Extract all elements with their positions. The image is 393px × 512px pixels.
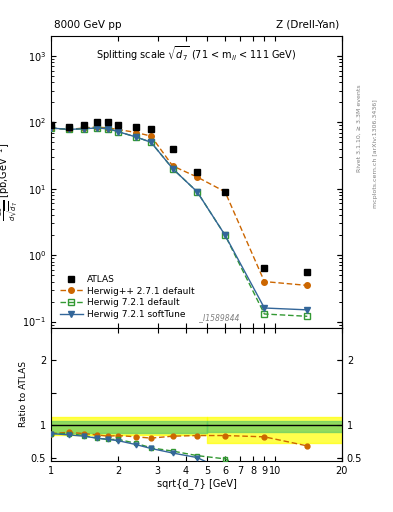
Line: Herwig 7.2.1 default: Herwig 7.2.1 default xyxy=(48,125,310,319)
ATLAS xyxy=(195,168,200,175)
Herwig 7.2.1 default xyxy=(223,232,228,238)
Herwig++ 2.7.1 default xyxy=(81,125,86,131)
Text: mcplots.cern.ch [arXiv:1306.3436]: mcplots.cern.ch [arXiv:1306.3436] xyxy=(373,99,378,208)
Herwig 7.2.1 softTune xyxy=(49,125,53,131)
Herwig 7.2.1 softTune xyxy=(223,232,228,238)
Herwig 7.2.1 default xyxy=(195,188,200,195)
ATLAS xyxy=(149,126,153,133)
ATLAS xyxy=(81,122,86,128)
Herwig 7.2.1 default xyxy=(149,139,153,145)
Herwig 7.2.1 default xyxy=(66,126,71,133)
Text: ATLAS_2017_I1589844: ATLAS_2017_I1589844 xyxy=(153,313,240,322)
ATLAS xyxy=(223,188,228,195)
ATLAS xyxy=(106,119,110,125)
Y-axis label: Ratio to ATLAS: Ratio to ATLAS xyxy=(19,361,28,428)
ATLAS xyxy=(305,269,310,275)
Text: Z (Drell-Yan): Z (Drell-Yan) xyxy=(276,20,339,30)
Line: Herwig++ 2.7.1 default: Herwig++ 2.7.1 default xyxy=(48,124,310,288)
Y-axis label: $\frac{d\sigma}{d\sqrt{\overline{d_7}}}$ [pb,GeV$^{-1}$]: $\frac{d\sigma}{d\sqrt{\overline{d_7}}}$… xyxy=(0,142,20,221)
Herwig++ 2.7.1 default xyxy=(134,130,138,136)
Herwig 7.2.1 softTune xyxy=(195,188,200,195)
Herwig 7.2.1 default xyxy=(116,129,121,135)
Herwig 7.2.1 default xyxy=(81,125,86,132)
Herwig++ 2.7.1 default xyxy=(305,282,310,288)
ATLAS xyxy=(262,265,267,271)
Herwig++ 2.7.1 default xyxy=(94,124,99,130)
Herwig++ 2.7.1 default xyxy=(106,125,110,131)
Herwig 7.2.1 softTune xyxy=(66,126,71,133)
Herwig 7.2.1 default xyxy=(170,165,175,172)
Herwig 7.2.1 default xyxy=(106,125,110,132)
ATLAS xyxy=(94,119,99,125)
Herwig 7.2.1 softTune xyxy=(170,165,175,172)
Herwig++ 2.7.1 default xyxy=(170,163,175,169)
Herwig 7.2.1 default xyxy=(134,134,138,140)
ATLAS xyxy=(134,124,138,130)
Herwig++ 2.7.1 default xyxy=(116,126,121,133)
Herwig 7.2.1 softTune xyxy=(149,139,153,145)
Herwig++ 2.7.1 default xyxy=(149,133,153,139)
Herwig 7.2.1 softTune xyxy=(106,125,110,132)
Herwig++ 2.7.1 default xyxy=(223,188,228,195)
Text: 8000 GeV pp: 8000 GeV pp xyxy=(54,20,121,30)
Herwig++ 2.7.1 default xyxy=(49,125,53,131)
Line: ATLAS: ATLAS xyxy=(48,119,310,275)
Herwig 7.2.1 softTune xyxy=(134,134,138,140)
Herwig 7.2.1 default xyxy=(49,125,53,131)
Herwig 7.2.1 default xyxy=(262,311,267,317)
Herwig 7.2.1 softTune xyxy=(262,305,267,311)
Text: Rivet 3.1.10, ≥ 3.3M events: Rivet 3.1.10, ≥ 3.3M events xyxy=(357,84,362,172)
Herwig 7.2.1 softTune xyxy=(94,125,99,131)
ATLAS xyxy=(49,122,53,129)
ATLAS xyxy=(116,122,121,129)
Herwig 7.2.1 softTune xyxy=(116,129,121,135)
X-axis label: sqrt{d_7} [GeV]: sqrt{d_7} [GeV] xyxy=(156,478,237,489)
Herwig 7.2.1 softTune xyxy=(81,125,86,132)
Line: Herwig 7.2.1 softTune: Herwig 7.2.1 softTune xyxy=(48,125,310,313)
Herwig 7.2.1 default xyxy=(94,125,99,131)
Herwig++ 2.7.1 default xyxy=(195,174,200,180)
ATLAS xyxy=(170,145,175,152)
Legend: ATLAS, Herwig++ 2.7.1 default, Herwig 7.2.1 default, Herwig 7.2.1 softTune: ATLAS, Herwig++ 2.7.1 default, Herwig 7.… xyxy=(55,270,199,324)
Herwig++ 2.7.1 default xyxy=(262,279,267,285)
Text: Splitting scale $\sqrt{d_7}$ (71 < m$_{ll}$ < 111 GeV): Splitting scale $\sqrt{d_7}$ (71 < m$_{l… xyxy=(96,45,297,63)
ATLAS xyxy=(66,124,71,130)
Herwig 7.2.1 softTune xyxy=(305,307,310,313)
Herwig++ 2.7.1 default xyxy=(66,126,71,133)
Herwig 7.2.1 default xyxy=(305,313,310,319)
